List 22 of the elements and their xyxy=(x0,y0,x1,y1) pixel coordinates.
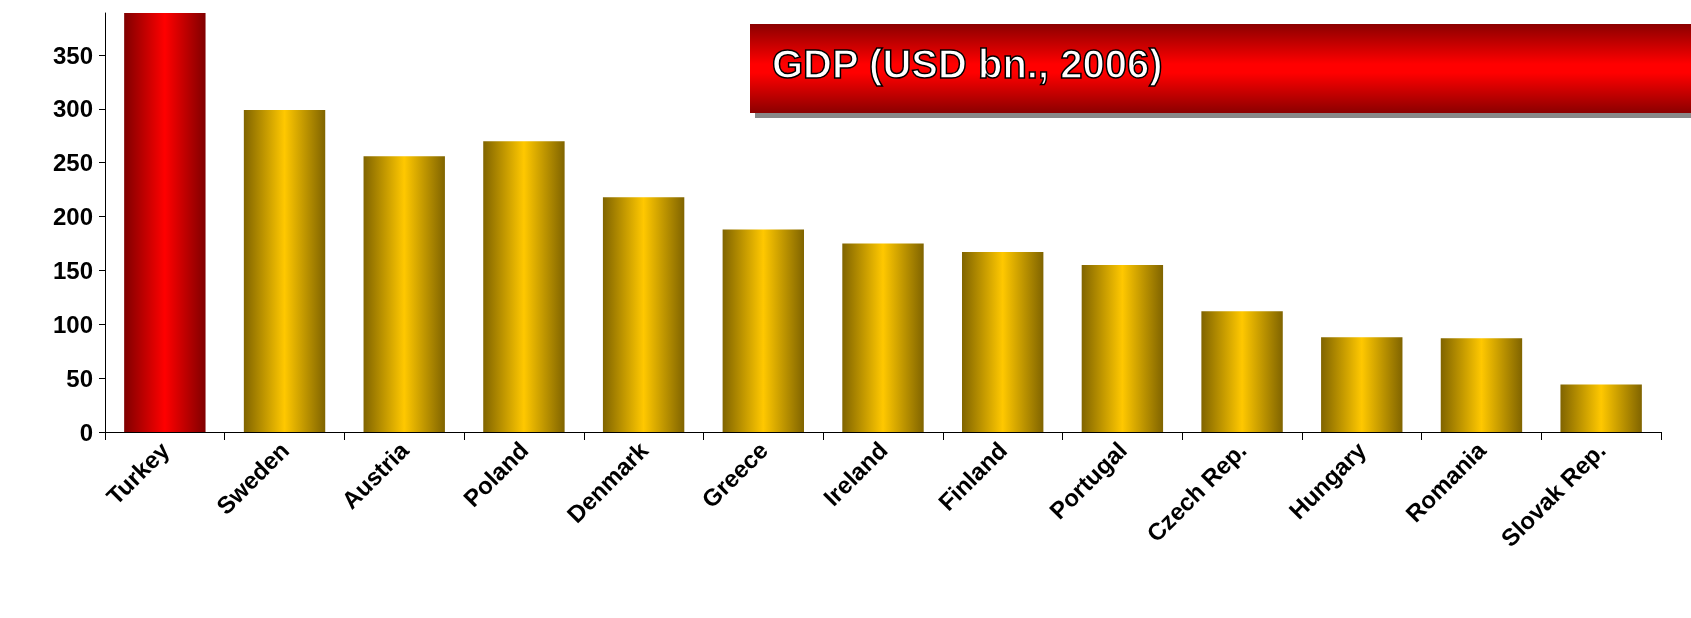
y-tick-label: 0 xyxy=(79,418,93,446)
y-tick-label: 150 xyxy=(52,256,93,284)
bar xyxy=(483,141,565,432)
bar xyxy=(1201,311,1283,432)
bar xyxy=(842,243,924,432)
bar xyxy=(602,197,685,432)
y-tick-label: 100 xyxy=(52,310,93,338)
bar xyxy=(962,252,1044,432)
y-tick-label: 350 xyxy=(52,41,93,69)
bar xyxy=(1440,338,1523,432)
y-tick-label: 50 xyxy=(66,364,93,392)
y-tick-label: 200 xyxy=(52,203,93,231)
bar xyxy=(1321,337,1403,432)
bar xyxy=(722,229,804,432)
bar xyxy=(363,156,445,432)
y-tick-label: 250 xyxy=(52,149,93,177)
bar xyxy=(124,13,206,432)
text: GDP (USD bn., 2006) xyxy=(772,42,1163,87)
bar xyxy=(1560,384,1642,432)
bar xyxy=(1081,265,1164,432)
y-tick-label: 300 xyxy=(52,95,93,123)
bar xyxy=(243,109,326,432)
